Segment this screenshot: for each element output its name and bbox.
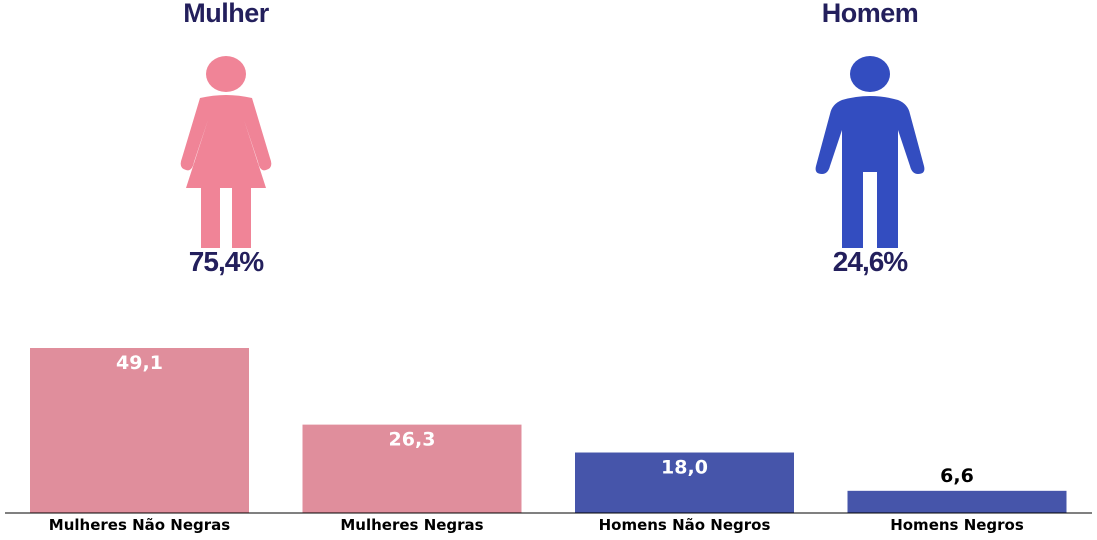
bar-value-label: 49,1 <box>116 352 163 374</box>
bar-value-label: 26,3 <box>389 429 436 451</box>
category-label: Mulheres Não Negras <box>49 516 231 534</box>
bar-homens-negros <box>847 490 1067 513</box>
male-title: Homem <box>821 0 919 28</box>
category-label: Homens Negros <box>890 516 1024 534</box>
category-label: Homens Não Negros <box>599 516 771 534</box>
bar-value-label: 18,0 <box>661 457 708 479</box>
male-percent: 24,6% <box>832 246 908 277</box>
woman-icon <box>180 56 272 248</box>
bar-mulheres-nao-negras <box>30 348 249 513</box>
female-title: Mulher <box>183 0 269 28</box>
man-icon <box>815 56 925 248</box>
category-label: Mulheres Negras <box>340 516 483 534</box>
bar-value-label: 6,6 <box>940 465 974 487</box>
female-percent: 75,4% <box>188 246 264 277</box>
bar-homens-nao-negros <box>575 452 794 513</box>
bar-mulheres-negras <box>302 424 522 513</box>
